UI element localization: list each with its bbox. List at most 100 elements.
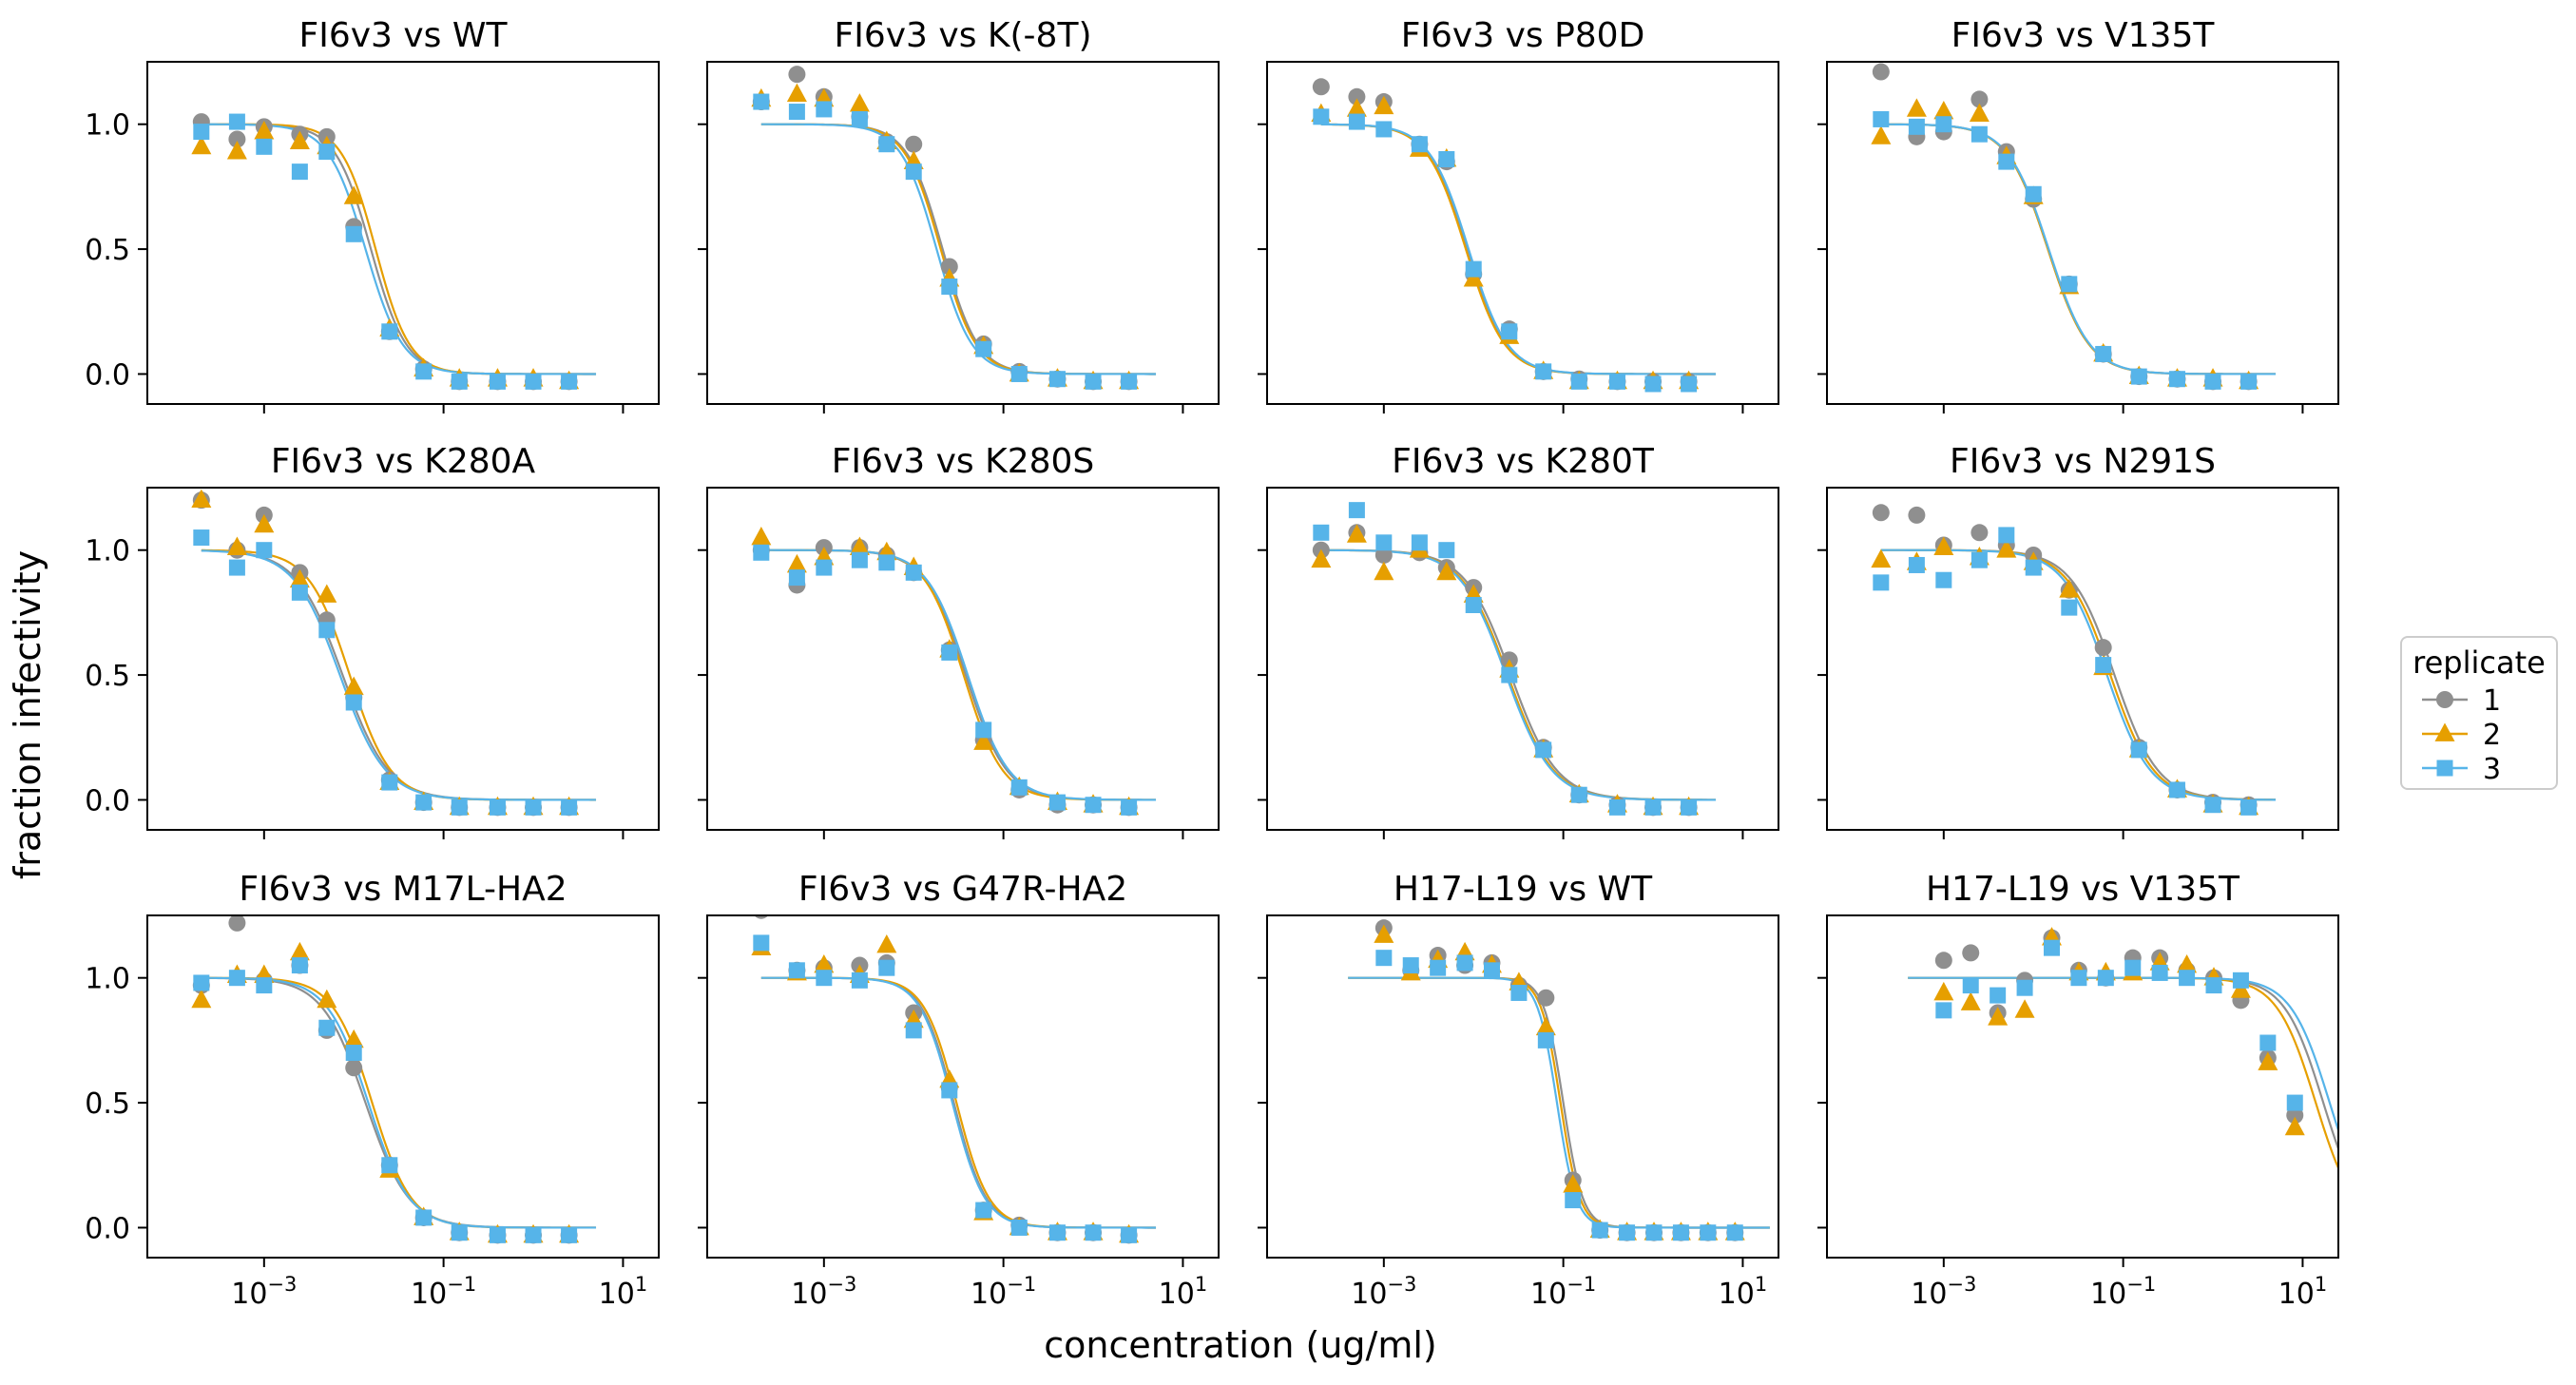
data-point-replicate-3 (2204, 797, 2221, 814)
fit-curves (1908, 976, 2338, 1169)
data-point-replicate-3 (1672, 1224, 1689, 1241)
x-tick-label: 101 (2278, 1273, 2328, 1311)
data-point-replicate-2 (1960, 991, 1981, 1010)
data-point-replicate-3 (788, 569, 805, 587)
fit-curve-2 (1320, 548, 1717, 801)
data-point-replicate-1 (345, 1059, 363, 1077)
data-point-replicate-3 (415, 363, 433, 380)
data-point-replicate-3 (1121, 1226, 1138, 1243)
data-point-replicate-3 (1608, 373, 1625, 390)
data-point-replicate-3 (291, 584, 308, 601)
data-point-replicate-1 (1872, 63, 1890, 81)
data-point-replicate-3 (489, 1226, 506, 1243)
data-point-replicate-3 (2151, 964, 2168, 981)
data-point-replicate-2 (254, 513, 275, 533)
data-point-replicate-3 (1565, 1192, 1582, 1209)
subplot-title: FI6v3 vs V135T (1951, 16, 2216, 55)
fit-curves (760, 548, 1157, 801)
fit-curve-2 (760, 548, 1157, 801)
y-axis-label: fraction infectivity (7, 550, 48, 879)
data-point-replicate-2 (814, 954, 835, 973)
y-tick-label: 1.0 (85, 109, 130, 143)
data-points (751, 915, 1140, 1244)
data-point-replicate-2 (226, 141, 247, 160)
data-point-replicate-3 (561, 798, 578, 816)
y-tick-label: 0.0 (85, 358, 130, 392)
fit-curve-2 (1880, 123, 2277, 375)
data-point-replicate-3 (1483, 962, 1500, 979)
data-point-replicate-3 (905, 164, 922, 181)
data-point-replicate-3 (1873, 574, 1890, 591)
data-points (191, 915, 580, 1244)
x-tick-label: 10−1 (411, 1273, 476, 1311)
fit-curve-2 (760, 123, 1157, 375)
data-point-replicate-3 (1375, 534, 1393, 551)
y-tick-label: 0.0 (85, 1212, 130, 1245)
fit-curves (1880, 123, 2277, 375)
data-point-replicate-3 (1990, 987, 2007, 1004)
data-point-replicate-3 (1010, 365, 1028, 382)
subplot: FI6v3 vs K(-8T) (698, 16, 1220, 414)
legend-label: 2 (2483, 719, 2501, 752)
subplot: FI6v3 vs G47R-HA2 10−3 10−1 101 (698, 870, 1220, 1311)
data-point-replicate-2 (1436, 561, 1457, 581)
data-point-replicate-3 (1313, 524, 1330, 541)
data-point-replicate-3 (2025, 185, 2042, 202)
data-point-replicate-3 (941, 1082, 958, 1099)
fit-curve-2 (1348, 976, 1770, 1229)
data-point-replicate-3 (1908, 556, 1925, 573)
plot-frame (1826, 487, 2339, 831)
data-point-replicate-2 (2230, 979, 2251, 998)
plot-frame (146, 61, 660, 405)
x-tick-label: 10−3 (231, 1273, 297, 1311)
data-point-replicate-3 (1962, 977, 1979, 994)
data-point-replicate-3 (2124, 959, 2142, 976)
data-point-replicate-3 (193, 124, 210, 141)
data-point-replicate-3 (415, 1209, 433, 1226)
data-point-replicate-3 (1501, 666, 1518, 683)
data-point-replicate-2 (226, 536, 247, 555)
data-point-replicate-1 (788, 66, 806, 84)
legend-item: 3 (2422, 753, 2501, 786)
data-point-replicate-3 (525, 373, 542, 390)
data-point-replicate-2 (343, 676, 364, 696)
data-point-replicate-3 (2130, 741, 2147, 759)
data-point-replicate-3 (1465, 597, 1482, 614)
legend-label: 1 (2483, 684, 2501, 718)
fit-curve-3 (1880, 123, 2277, 375)
data-point-replicate-3 (816, 970, 833, 987)
subplot: FI6v3 vs M17L-HA2 0.0 0.5 1.0 10−3 10−1 101 (85, 870, 660, 1311)
data-point-replicate-3 (1645, 1224, 1663, 1241)
data-points (191, 489, 580, 817)
data-point-replicate-3 (228, 559, 245, 576)
data-point-replicate-3 (1348, 113, 1365, 130)
data-point-replicate-1 (940, 258, 958, 276)
data-point-replicate-1 (1348, 87, 1366, 106)
subplot-title: FI6v3 vs K(-8T) (835, 16, 1092, 55)
data-point-replicate-2 (254, 121, 275, 140)
data-point-replicate-3 (489, 373, 506, 390)
data-point-replicate-3 (256, 542, 273, 559)
fit-curve-1 (1320, 548, 1717, 801)
fit-curve-3 (1320, 123, 1717, 375)
x-tick-label: 101 (599, 1273, 648, 1311)
data-point-replicate-3 (525, 798, 542, 816)
y-tick-label: 0.0 (85, 784, 130, 818)
data-points (191, 113, 580, 391)
subplot-title: H17-L19 vs WT (1394, 870, 1653, 909)
legend-title: replicate (2413, 644, 2546, 681)
data-point-replicate-3 (1935, 116, 1952, 133)
data-point-replicate-3 (561, 373, 578, 390)
legend-items: 123 (2422, 684, 2501, 786)
panel-grid: FI6v3 vs WT 0.0 0.5 1.0 FI6v3 vs K(-8T) FI6v3… (85, 16, 2339, 1311)
data-point-replicate-2 (1969, 103, 1990, 123)
data-point-replicate-3 (1402, 957, 1419, 974)
data-point-replicate-3 (1121, 798, 1138, 816)
data-point-replicate-3 (1456, 954, 1473, 971)
data-point-replicate-3 (1970, 551, 1988, 568)
data-point-replicate-2 (191, 989, 212, 1009)
data-point-replicate-2 (1933, 981, 1954, 1001)
data-point-replicate-3 (753, 934, 770, 952)
data-point-replicate-2 (1871, 125, 1892, 144)
data-points (1311, 78, 1700, 393)
